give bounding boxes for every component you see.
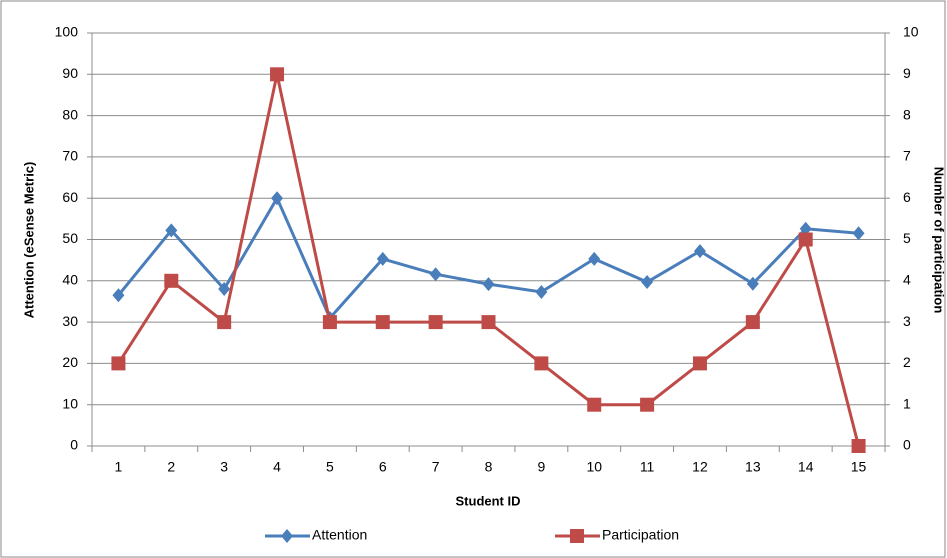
- y-tick-label: 80: [62, 106, 78, 122]
- y-tick-label: 90: [62, 65, 78, 81]
- data-point: [217, 315, 232, 330]
- y-tick-label: 10: [62, 395, 78, 411]
- y2-tick-label: 2: [903, 354, 911, 370]
- y2-tick-label: 7: [903, 148, 911, 164]
- x-tick-label: 9: [537, 459, 545, 475]
- y-tick-label: 60: [62, 189, 78, 205]
- y2-tick-label: 4: [903, 272, 911, 288]
- y2-tick-label: 3: [903, 313, 911, 329]
- y2-tick-label: 10: [903, 24, 919, 40]
- data-point: [851, 439, 866, 453]
- data-point: [693, 244, 706, 259]
- y2-tick-label: 5: [903, 230, 911, 246]
- x-tick-label: 10: [586, 459, 602, 475]
- legend-marker: [570, 529, 584, 543]
- y-tick-label: 20: [62, 354, 78, 370]
- data-point: [692, 356, 707, 371]
- data-point: [111, 356, 126, 371]
- data-point: [799, 221, 812, 236]
- data-point: [481, 315, 496, 330]
- y2-tick-label: 0: [903, 437, 911, 453]
- y-tick-label: 40: [62, 272, 78, 288]
- x-tick-label: 7: [432, 459, 440, 475]
- data-point: [376, 251, 389, 266]
- y-tick-label: 30: [62, 313, 78, 329]
- data-point: [798, 232, 813, 247]
- x-tick-label: 11: [640, 459, 655, 475]
- data-point: [534, 356, 549, 371]
- y2-tick-label: 9: [903, 65, 911, 81]
- y-tick-label: 50: [62, 230, 78, 246]
- data-point: [745, 315, 760, 330]
- legend-marker: [281, 529, 293, 543]
- y-axis-label: Attention (eSense Metric): [21, 162, 36, 319]
- data-point: [165, 223, 178, 238]
- data-point: [482, 277, 495, 292]
- y-tick-label: 100: [55, 24, 79, 40]
- legend-label: Attention: [312, 527, 367, 543]
- y2-tick-label: 8: [903, 106, 911, 122]
- data-point: [641, 275, 654, 290]
- x-tick-label: 1: [115, 459, 123, 475]
- data-point: [112, 288, 125, 303]
- data-point: [588, 251, 601, 266]
- data-point: [428, 315, 443, 330]
- data-point: [164, 273, 179, 288]
- y-tick-label: 0: [70, 437, 78, 453]
- x-tick-label: 3: [220, 459, 228, 475]
- data-point: [852, 226, 865, 241]
- x-tick-label: 15: [851, 459, 867, 475]
- x-tick-label: 6: [379, 459, 387, 475]
- x-axis-label: Student ID: [456, 493, 521, 508]
- data-point: [270, 67, 285, 82]
- data-point: [429, 267, 442, 282]
- x-tick-label: 2: [167, 459, 175, 475]
- y2-tick-label: 1: [903, 395, 911, 411]
- x-tick-label: 8: [485, 459, 493, 475]
- data-point: [322, 315, 337, 330]
- y-tick-label: 70: [62, 148, 78, 164]
- y2-tick-label: 6: [903, 189, 911, 205]
- data-point: [640, 397, 655, 412]
- x-tick-label: 13: [745, 459, 761, 475]
- x-tick-label: 5: [326, 459, 334, 475]
- x-tick-label: 14: [798, 459, 814, 475]
- x-tick-label: 4: [273, 459, 281, 475]
- y2-axis-label: Number of participation: [932, 167, 947, 314]
- data-point: [375, 315, 390, 330]
- legend-label: Participation: [602, 527, 679, 543]
- data-point: [587, 397, 602, 412]
- data-point: [271, 191, 284, 206]
- data-point: [746, 276, 759, 291]
- x-tick-label: 12: [692, 459, 708, 475]
- data-point: [218, 282, 231, 297]
- data-point: [535, 284, 548, 299]
